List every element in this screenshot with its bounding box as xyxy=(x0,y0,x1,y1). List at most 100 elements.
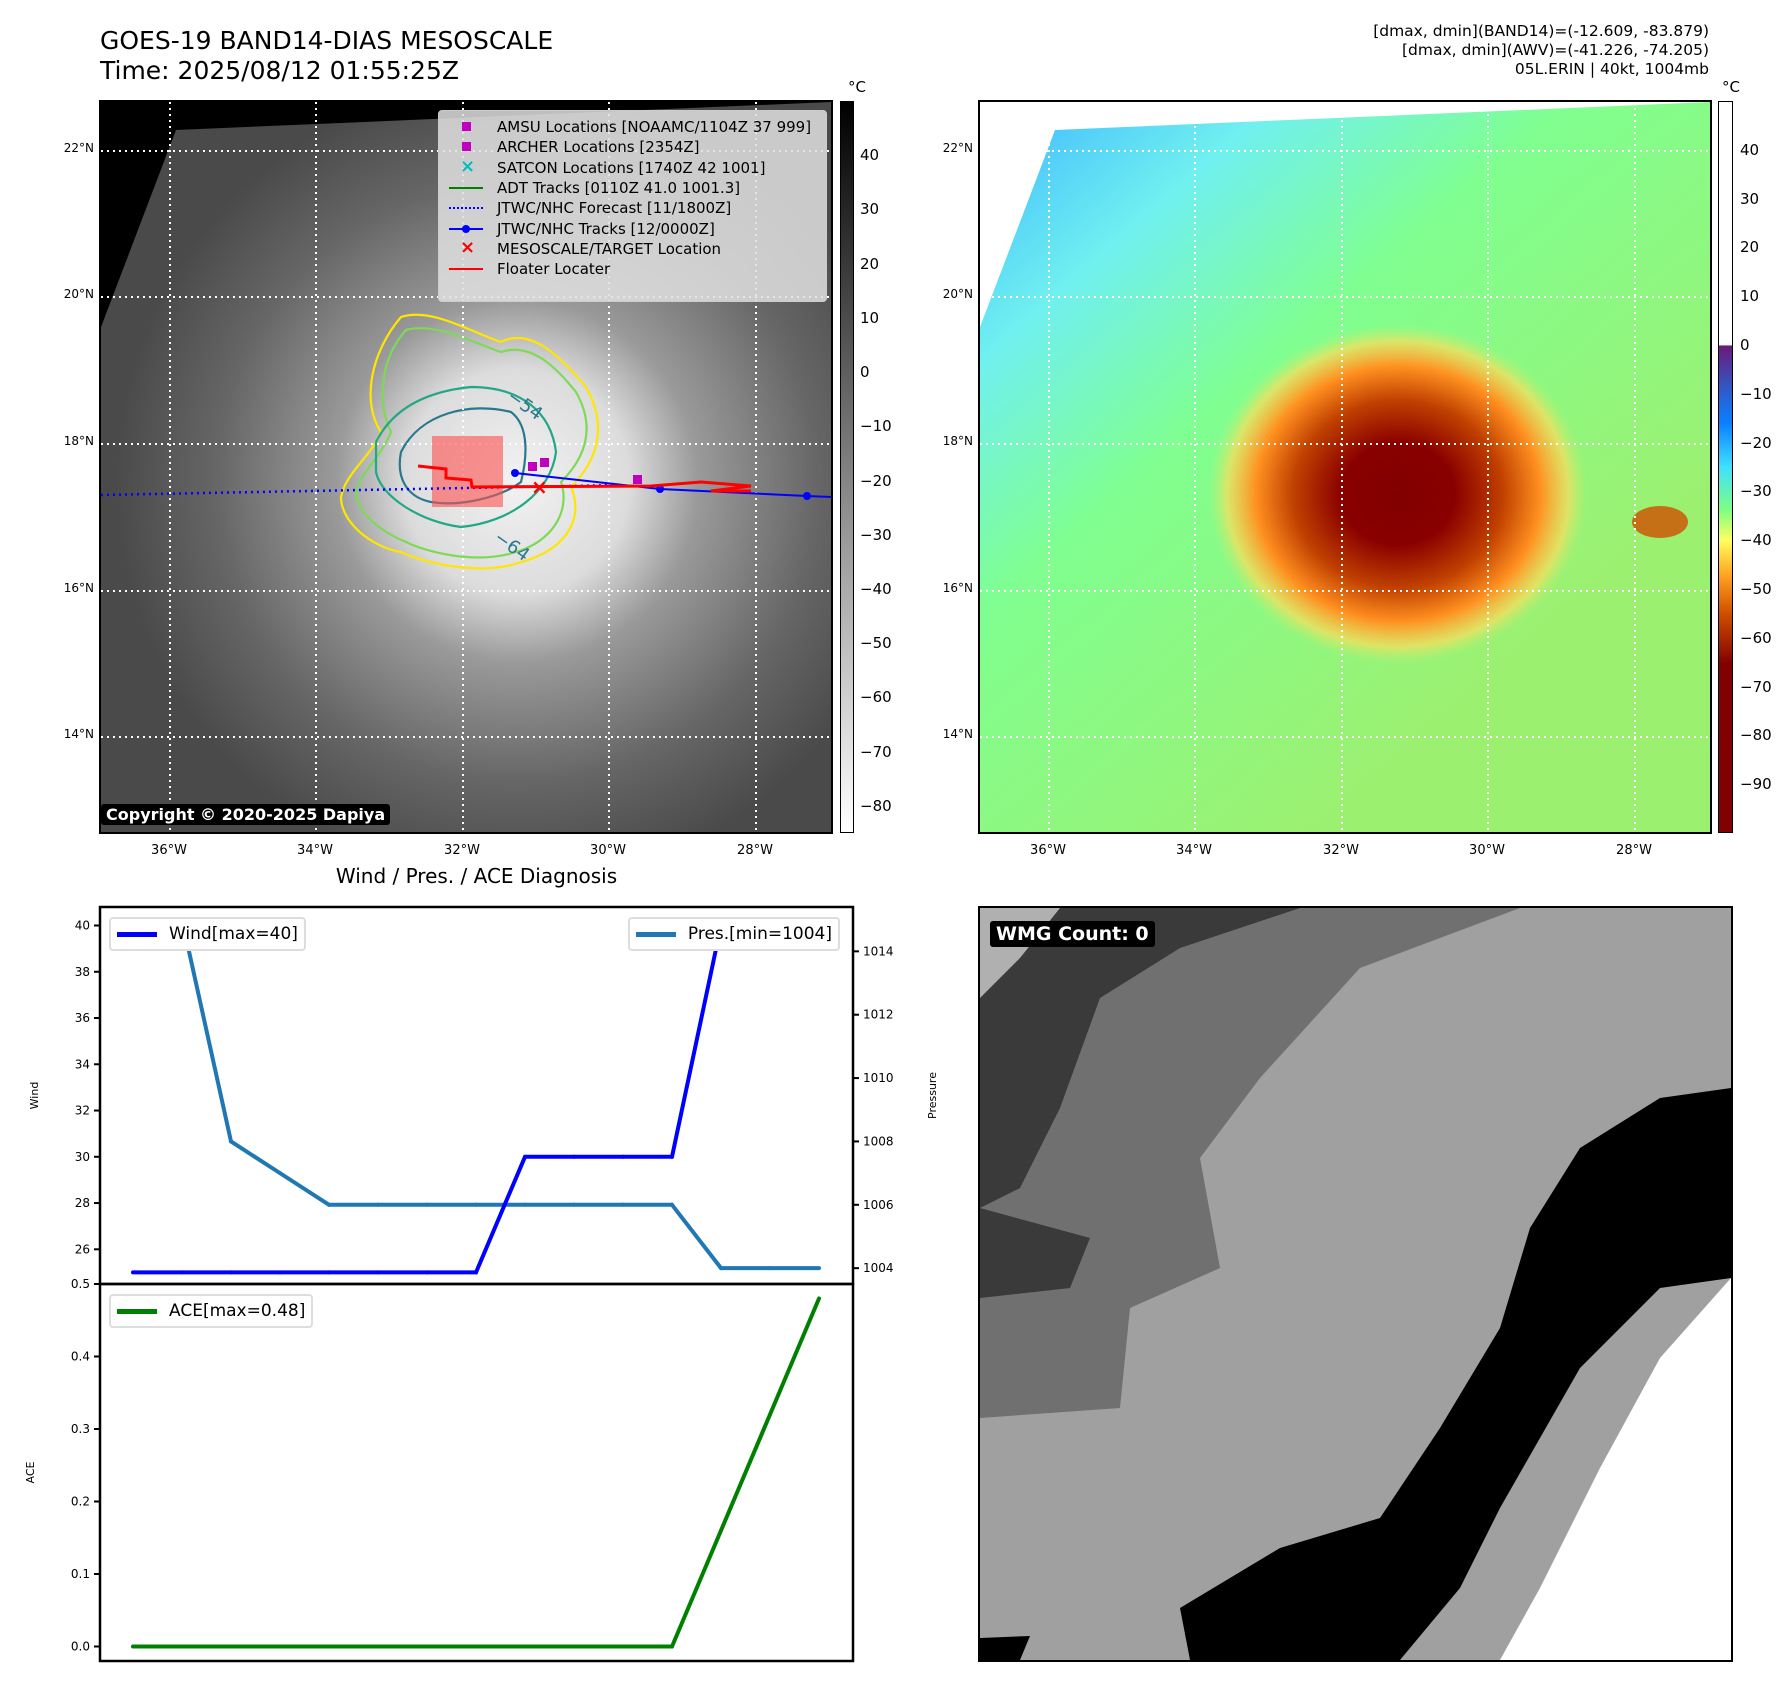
dotted-line-icon xyxy=(447,197,487,219)
colorbar-tick-label: 30 xyxy=(1740,189,1760,208)
lat-tick-label: 18°N xyxy=(63,434,94,448)
pressure-line-segment xyxy=(278,1171,331,1207)
ace-axes xyxy=(98,1282,855,1663)
lat-tick-label: 16°N xyxy=(942,581,973,595)
lon-tick-label: 36°W xyxy=(1030,843,1066,858)
figure-title: GOES-19 BAND14-DIAS MESOSCALE xyxy=(100,26,554,55)
lat-tick-label: 14°N xyxy=(942,727,973,741)
wind-line-segment xyxy=(474,1154,527,1275)
lon-tick-label: 28°W xyxy=(1616,843,1652,858)
legend-label: JTWC/NHC Forecast [11/1800Z] xyxy=(497,199,732,218)
colorbar-tick-label: −30 xyxy=(1740,482,1772,501)
lat-tick-label: 22°N xyxy=(942,141,973,155)
wind-legend: Wind[max=40] xyxy=(109,917,306,951)
colorbar-tick-label: 30 xyxy=(860,200,880,219)
wind-tick-label: 34 xyxy=(75,1057,90,1071)
legend-item: JTWC/NHC Forecast [11/1800Z] xyxy=(447,197,731,219)
colorbar-tick-label: −40 xyxy=(860,580,892,598)
lon-tick-label: 34°W xyxy=(297,843,333,858)
legend-item: ADT Tracks [0110Z 41.0 1001.3] xyxy=(447,177,740,199)
diagnosis-chart: 26 28 30 32 34 36 38 40 1004 1006 1008 1010 1012 1014… xyxy=(24,905,939,1663)
ace-line-segment xyxy=(670,1528,723,1649)
lon-tick-label: 30°W xyxy=(590,843,626,858)
colorbar-unit: °C xyxy=(1722,78,1740,96)
pressure-tick-label: 1012 xyxy=(863,1008,894,1022)
wind-line-segment xyxy=(670,923,723,1159)
figure-time: Time: 2025/08/12 01:55:25Z xyxy=(100,56,459,85)
contour-teal xyxy=(374,385,558,529)
colorbar-tick-label: −30 xyxy=(860,525,892,544)
wind-axes xyxy=(98,905,855,1286)
lon-tick-label: 32°W xyxy=(1323,843,1359,858)
contour-deep xyxy=(398,407,527,505)
contour-green xyxy=(354,327,588,559)
colorbar-tick-label: 0 xyxy=(1740,336,1750,354)
line-dot-icon xyxy=(447,218,487,240)
ace-line-segment xyxy=(719,1412,772,1533)
legend-line-icon xyxy=(117,1308,157,1314)
ace-tick-label: 0.1 xyxy=(71,1567,90,1581)
contour-yellow xyxy=(339,313,600,570)
wind-tick-label: 38 xyxy=(75,965,90,979)
colorbar-tick-label: −10 xyxy=(1740,384,1772,403)
pressure-line-segment xyxy=(180,917,233,1144)
info-band14-range: [dmax, dmin](BAND14)=(-12.609, -83.879) xyxy=(1373,22,1709,40)
pressure-tick-label: 1010 xyxy=(863,1071,894,1085)
colorbar-tick-label: −70 xyxy=(1740,677,1772,696)
colorbar-tick-label: 20 xyxy=(1740,238,1760,257)
map-legend: AMSU Locations [NOAAMC/1104Z 37 999] ARCH… xyxy=(438,110,827,302)
ace-tick-label: 0.4 xyxy=(71,1350,90,1364)
legend-label: AMSU Locations [NOAAMC/1104Z 37 999] xyxy=(497,118,812,136)
legend-item: ARCHER Locations [2354Z] xyxy=(447,136,700,158)
legend-label: ADT Tracks [0110Z 41.0 1001.3] xyxy=(497,178,741,197)
colorbar-tick-label: −90 xyxy=(1740,775,1772,794)
legend-label: Pres.[min=1004] xyxy=(687,924,832,944)
awv-colorbar xyxy=(1718,101,1733,833)
lon-tick-label: 36°W xyxy=(151,843,187,858)
ace-tick-label: 0.2 xyxy=(71,1495,90,1509)
mesoscale-box xyxy=(432,436,503,507)
colorbar-tick-label: −50 xyxy=(1740,580,1772,598)
amsu-markers xyxy=(528,458,642,484)
pressure-tick-label: 1014 xyxy=(863,944,894,958)
legend-label: Floater Locater xyxy=(497,260,611,279)
band14-colorbar xyxy=(840,101,854,833)
colorbar-tick-label: −70 xyxy=(860,742,892,761)
storm-cold-tops xyxy=(1208,324,1588,664)
colorbar-tick-label: −20 xyxy=(860,471,892,490)
wind-tick-label: 40 xyxy=(75,919,90,933)
wmg-imagery xyxy=(980,908,1731,1660)
pressure-tick-label: 1008 xyxy=(863,1134,894,1148)
colorbar-tick-label: 40 xyxy=(860,146,880,165)
colorbar-tick-label: −60 xyxy=(860,688,892,707)
lon-tick-label: 34°W xyxy=(1176,843,1212,858)
lat-tick-label: 20°N xyxy=(63,287,94,301)
colorbar-tick-label: 40 xyxy=(1740,140,1760,159)
x-marker-icon: × xyxy=(460,236,476,258)
pressure-axis-label: Pressure xyxy=(926,1072,939,1119)
legend-line-icon xyxy=(635,931,676,937)
legend-item: Floater Locater xyxy=(447,258,610,280)
ace-axis-label: ACE xyxy=(24,1461,37,1483)
wind-axis-label: Wind xyxy=(28,1082,41,1110)
copyright-label: Copyright © 2020-2025 Dapiya xyxy=(101,804,391,825)
no-data-region xyxy=(101,102,831,327)
colorbar-tick-label: 0 xyxy=(860,363,870,382)
legend-label: ACE[max=0.48] xyxy=(169,1301,306,1321)
ace-tick-label: 0.3 xyxy=(71,1422,90,1436)
pressure-tick-label: 1006 xyxy=(863,1198,894,1212)
colorbar-tick-label: −40 xyxy=(1740,531,1772,550)
pressure-line-segment xyxy=(670,1202,723,1271)
awv-imagery xyxy=(980,102,1710,832)
pressure-legend: Pres.[min=1004] xyxy=(627,917,840,951)
info-awv-range: [dmax, dmin](AWV)=(-41.226, -74.205) xyxy=(1402,41,1709,59)
lon-tick-label: 32°W xyxy=(444,843,480,858)
legend-item: JTWC/NHC Tracks [12/0000Z] xyxy=(447,218,715,240)
wmg-panel: WMG Count: 0 xyxy=(978,906,1733,1662)
colorbar-tick-label: −60 xyxy=(1740,628,1772,647)
legend-label: Wind[max=40] xyxy=(169,924,298,944)
legend-label: MESOSCALE/TARGET Location xyxy=(497,239,722,258)
wind-tick-label: 28 xyxy=(75,1196,90,1210)
lat-tick-label: 18°N xyxy=(942,434,973,448)
colorbar-tick-label: 10 xyxy=(1740,287,1760,306)
